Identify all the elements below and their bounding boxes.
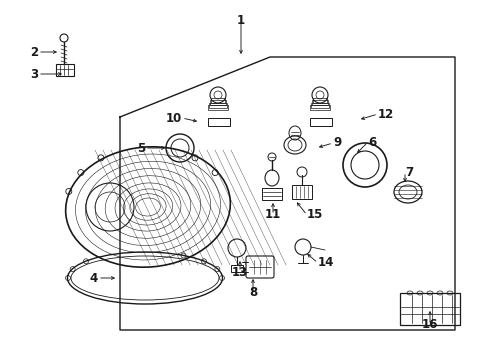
Text: 11: 11 bbox=[264, 208, 281, 221]
Bar bbox=[311, 100, 327, 105]
Bar bbox=[310, 103, 328, 108]
Text: 13: 13 bbox=[231, 266, 247, 279]
Text: 1: 1 bbox=[237, 13, 244, 27]
Text: 5: 5 bbox=[137, 141, 145, 154]
Bar bbox=[309, 105, 329, 110]
Text: 2: 2 bbox=[30, 45, 38, 58]
Bar bbox=[209, 100, 225, 105]
Bar bbox=[56, 64, 74, 76]
Text: 9: 9 bbox=[332, 136, 341, 149]
Text: 3: 3 bbox=[30, 68, 38, 81]
Bar bbox=[312, 98, 326, 103]
Bar bbox=[291, 185, 311, 199]
Bar bbox=[208, 103, 226, 108]
Bar bbox=[262, 188, 282, 200]
Text: 16: 16 bbox=[421, 319, 437, 332]
Bar bbox=[399, 293, 459, 325]
Text: 15: 15 bbox=[306, 208, 323, 221]
Bar bbox=[309, 118, 331, 126]
Text: 7: 7 bbox=[404, 166, 412, 179]
Bar bbox=[230, 265, 243, 272]
Text: 12: 12 bbox=[377, 108, 393, 121]
Bar bbox=[207, 105, 227, 110]
Text: 6: 6 bbox=[367, 135, 375, 148]
Text: 10: 10 bbox=[165, 112, 182, 125]
Text: 4: 4 bbox=[90, 271, 98, 284]
Bar bbox=[207, 118, 229, 126]
Text: 14: 14 bbox=[317, 256, 334, 270]
Bar bbox=[210, 98, 224, 103]
Text: 8: 8 bbox=[248, 287, 257, 300]
